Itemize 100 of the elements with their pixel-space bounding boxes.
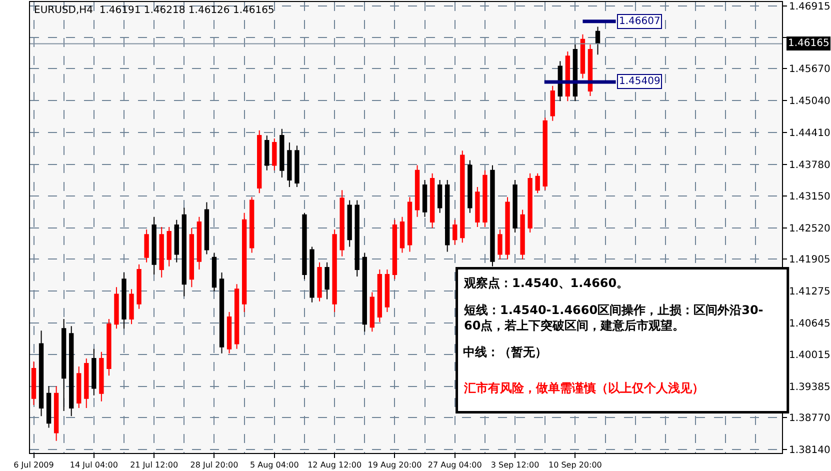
y-tick-label: 1.43150 (789, 192, 830, 203)
candlestick (264, 134, 270, 171)
candlestick (422, 179, 428, 218)
candlestick (152, 216, 156, 276)
candlestick (257, 130, 262, 194)
candlestick (317, 262, 322, 302)
candlestick (122, 272, 126, 330)
y-tick-label: 1.45040 (789, 96, 830, 108)
candlestick (550, 85, 555, 122)
x-tick-label: 3 Sep 12:00 (490, 460, 540, 470)
x-tick-label: 21 Jul 12:00 (130, 460, 178, 470)
candlestick (302, 212, 307, 280)
candlestick (475, 186, 480, 228)
candlestick (250, 196, 254, 254)
candlestick (400, 216, 405, 254)
candlestick (144, 229, 149, 263)
ref-line-label: 1.46607 (619, 16, 660, 27)
candlestick (129, 288, 134, 325)
y-tick-label: 1.44410 (789, 128, 830, 139)
y-tick-label: 1.45670 (789, 64, 830, 76)
x-tick-label: 28 Jul 20:00 (190, 460, 238, 470)
candlestick (512, 179, 518, 234)
candlestick (340, 190, 344, 257)
candlestick (370, 292, 374, 332)
y-tick-label: 1.39385 (789, 382, 830, 394)
candlestick (204, 202, 210, 255)
candlestick (414, 164, 420, 218)
y-tick-label: 1.40645 (789, 318, 830, 330)
candlestick (31, 360, 36, 406)
candlestick (294, 145, 300, 188)
candlestick (114, 286, 119, 330)
candlestick (438, 179, 442, 214)
candlestick (99, 351, 104, 402)
y-tick-label: 1.42520 (789, 224, 830, 235)
x-tick-label: 5 Aug 04:00 (250, 460, 299, 470)
y-tick-label: 1.40015 (789, 350, 830, 362)
x-tick-label: 6 Jul 2009 (14, 460, 54, 470)
y-tick-label: 1.43780 (789, 160, 830, 171)
annotation: 汇市有风险，做单需谨慎（以上仅个人浅见） (463, 381, 704, 395)
candlestick (69, 326, 74, 417)
candlestick (310, 246, 314, 303)
candlestick (384, 268, 390, 312)
candlestick (354, 200, 360, 278)
candlestick (219, 272, 224, 354)
y-tick-label: 1.41275 (789, 286, 830, 298)
candlestick (242, 212, 247, 312)
candlestick (62, 318, 66, 412)
chart-title: EURUSD,H4 1.46191 1.46218 1.46126 1.46165 (34, 5, 274, 16)
candlestick (565, 51, 570, 102)
candlestick (392, 219, 398, 280)
candlestick (159, 226, 164, 278)
y-tick-label: 1.38770 (789, 413, 830, 424)
x-tick-label: 12 Aug 12:00 (308, 460, 362, 470)
candlestick (272, 138, 277, 171)
candlestick (482, 170, 488, 228)
y-tick-label: 1.41905 (789, 254, 830, 266)
candlestick (362, 252, 367, 332)
candlestick (528, 172, 532, 234)
candlestick (84, 358, 89, 408)
annotation: 中线：（暂无） (463, 345, 547, 359)
candlestick (580, 34, 586, 79)
candlestick (226, 311, 232, 354)
y-tick-label: 1.46915 (789, 1, 830, 12)
candlestick (430, 172, 435, 229)
annotation: 观察点：1.4540、1.4660。 (463, 276, 629, 290)
candlestick (212, 252, 217, 292)
candlestick (166, 226, 172, 267)
annotation: 短线：1.4540-1.4660区间操作，止损：区间外沿30-60点，若上下突破区间，建意后市观望。 (463, 303, 764, 333)
candlestick (174, 219, 179, 263)
candlestick (572, 44, 578, 102)
candlestick (505, 196, 510, 260)
x-tick-label: 14 Jul 04:00 (70, 460, 118, 470)
candlestick (38, 330, 44, 417)
candlestick (445, 179, 450, 252)
candlestick (189, 228, 194, 288)
candlestick (595, 26, 600, 56)
candlestick (332, 229, 337, 312)
x-tick-label: 27 Aug 04:00 (428, 460, 482, 470)
ref-line-label: 1.46165 (788, 38, 830, 49)
candlestick (46, 386, 52, 428)
candlestick (535, 172, 540, 194)
candlestick (468, 160, 472, 214)
candlestick (520, 209, 525, 260)
candlestick (136, 264, 142, 310)
candlestick (324, 262, 330, 300)
candlestick (452, 219, 458, 246)
candlestick (234, 284, 240, 350)
candlestick (287, 142, 292, 188)
candlestick (106, 318, 112, 376)
candlestick (542, 117, 548, 191)
candlestick (347, 200, 352, 248)
candlestick (498, 229, 502, 260)
candlestick (377, 268, 382, 323)
candlestick (280, 128, 284, 178)
candlestick (460, 150, 465, 244)
candlestick (54, 386, 59, 442)
candlestick (182, 207, 186, 297)
candlestick (407, 196, 412, 252)
y-tick-label: 1.38140 (789, 444, 830, 456)
x-tick-label: 19 Aug 20:00 (368, 460, 422, 470)
